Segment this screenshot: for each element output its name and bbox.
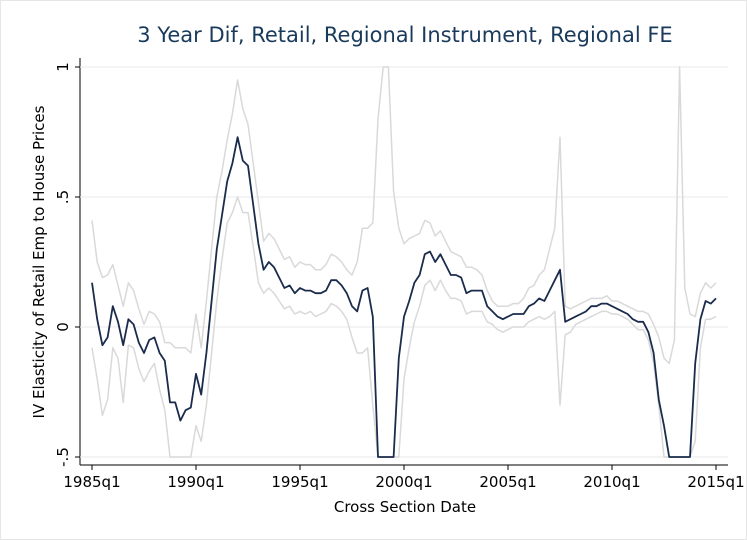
series-line <box>91 66 717 365</box>
y-tick-label: 0 <box>54 322 72 332</box>
x-tick-label: 2015q1 <box>687 473 744 491</box>
x-tick-label: 2005q1 <box>479 473 536 491</box>
series-line <box>91 136 717 458</box>
chart-title: 3 Year Dif, Retail, Regional Instrument,… <box>137 23 672 47</box>
y-axis-label: IV Elasticity of Retail Emp to House Pri… <box>30 105 48 418</box>
plot-area <box>80 58 728 465</box>
x-tick-label: 1995q1 <box>271 473 328 491</box>
y-tick-label: -.5 <box>54 447 72 467</box>
x-tick-label: 1990q1 <box>167 473 224 491</box>
series-line <box>91 196 717 458</box>
x-tick-label: 2000q1 <box>375 473 432 491</box>
x-tick-label: 1985q1 <box>63 473 120 491</box>
x-tick-label: 2010q1 <box>583 473 640 491</box>
y-tick-label: .5 <box>54 190 72 204</box>
y-tick-label: 1 <box>54 62 72 72</box>
x-axis-label: Cross Section Date <box>334 498 476 516</box>
